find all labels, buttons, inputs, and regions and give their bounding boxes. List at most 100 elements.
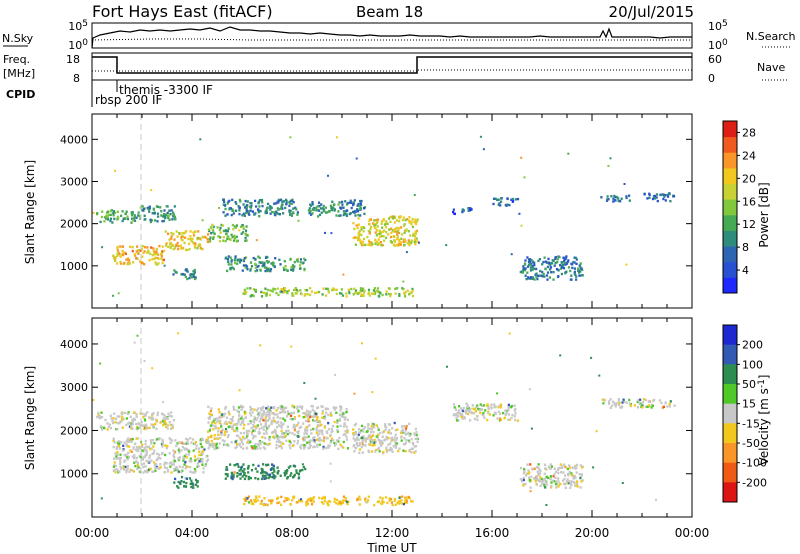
echo-cell bbox=[302, 416, 305, 419]
echo-cell bbox=[331, 200, 334, 203]
echo-cell bbox=[336, 430, 339, 433]
echo-cell bbox=[369, 431, 373, 434]
echo-cell bbox=[275, 443, 278, 447]
echo-cell bbox=[381, 497, 384, 500]
echo-cell bbox=[213, 434, 216, 437]
echo-cell bbox=[158, 467, 161, 470]
echo-cell bbox=[335, 502, 338, 505]
echo-cell bbox=[293, 416, 296, 419]
echo-cell bbox=[263, 291, 266, 295]
echo-cell bbox=[264, 416, 267, 419]
echo-cell bbox=[409, 291, 412, 294]
echo-cell bbox=[131, 469, 134, 472]
echo-cell bbox=[217, 446, 220, 449]
echo-cell bbox=[275, 291, 278, 295]
echo-cell bbox=[561, 479, 565, 482]
echo-cell bbox=[249, 440, 252, 444]
echo-cell bbox=[217, 408, 220, 411]
echo-cell bbox=[104, 418, 107, 422]
colorbar-tick-label: 24 bbox=[742, 149, 756, 162]
echo-cell bbox=[186, 448, 189, 452]
echo-cell bbox=[240, 438, 244, 442]
echo-cell bbox=[338, 436, 341, 440]
echo-cell bbox=[128, 425, 131, 428]
echo-cell bbox=[224, 214, 227, 217]
echo-cell bbox=[379, 241, 383, 244]
echo-cell bbox=[162, 423, 165, 427]
echo-cell bbox=[248, 411, 252, 415]
echo-cell bbox=[288, 204, 291, 207]
echo-cell bbox=[127, 439, 130, 443]
echo-cell bbox=[569, 269, 572, 273]
echo-cell bbox=[551, 259, 554, 262]
echo-cell bbox=[610, 404, 614, 407]
echo-cell bbox=[264, 423, 267, 426]
echo-cell bbox=[619, 406, 622, 409]
echo-cell bbox=[389, 446, 392, 450]
echo-cell bbox=[181, 446, 184, 449]
echo-cell bbox=[189, 482, 192, 485]
echo-cell bbox=[185, 465, 188, 468]
echo-cell bbox=[177, 332, 180, 335]
echo-cell bbox=[208, 429, 211, 432]
echo-cell bbox=[116, 428, 119, 431]
echo-cell bbox=[541, 263, 544, 266]
colorbar-tick-label: 50 bbox=[742, 378, 756, 391]
echo-cell bbox=[556, 275, 560, 279]
echo-cell bbox=[510, 198, 513, 201]
echo-cell bbox=[414, 218, 417, 221]
echo-cell bbox=[370, 436, 373, 439]
echo-cell bbox=[174, 270, 177, 274]
echo-cell bbox=[222, 198, 225, 201]
echo-cell bbox=[273, 211, 276, 214]
echo-cell bbox=[261, 440, 264, 444]
echo-cell bbox=[247, 466, 250, 469]
echo-cell bbox=[282, 422, 285, 426]
echo-cell bbox=[196, 465, 199, 468]
echo-cell bbox=[381, 293, 384, 297]
echo-cell bbox=[336, 421, 339, 424]
echo-cell bbox=[131, 421, 134, 424]
echo-cell bbox=[346, 447, 349, 450]
echo-cell bbox=[123, 441, 126, 444]
echo-cell bbox=[353, 450, 356, 453]
echo-cell bbox=[328, 444, 331, 447]
echo-cell bbox=[606, 195, 609, 198]
echo-region bbox=[96, 411, 175, 431]
echo-cell bbox=[414, 231, 417, 234]
echo-cell bbox=[161, 413, 164, 416]
echo-cell bbox=[230, 260, 233, 263]
echo-cell bbox=[226, 474, 229, 478]
echo-cell bbox=[381, 230, 384, 233]
echo-cell bbox=[340, 501, 343, 504]
echo-cell bbox=[289, 446, 292, 450]
echo-cell bbox=[400, 226, 403, 229]
echo-cell bbox=[169, 465, 172, 468]
echo-cell bbox=[504, 409, 507, 412]
echo-cell bbox=[231, 235, 234, 239]
echo-cell bbox=[401, 233, 404, 236]
echo-cell bbox=[268, 499, 271, 502]
colorbar-tick-label: 100 bbox=[742, 358, 763, 371]
echo-cell bbox=[312, 427, 315, 431]
echo-cell bbox=[149, 220, 152, 224]
echo-cell bbox=[216, 226, 219, 229]
echo-cell bbox=[146, 469, 149, 472]
echo-cell bbox=[305, 436, 308, 439]
echo-cell bbox=[410, 222, 413, 226]
echo-cell bbox=[280, 407, 284, 410]
echo-cell bbox=[362, 237, 366, 241]
echo-cell bbox=[185, 456, 188, 459]
echo-cell bbox=[368, 291, 371, 294]
echo-cell bbox=[563, 260, 566, 263]
echo-cell bbox=[313, 436, 316, 439]
echo-cell bbox=[162, 213, 166, 216]
echo-cell bbox=[526, 271, 529, 274]
echo-cell bbox=[286, 410, 289, 413]
echo-cell bbox=[164, 244, 167, 247]
echo-cell bbox=[168, 437, 171, 440]
echo-cell bbox=[278, 436, 281, 439]
echo-cell bbox=[145, 424, 148, 428]
echo-cell bbox=[227, 255, 230, 258]
echo-cell bbox=[207, 430, 210, 433]
